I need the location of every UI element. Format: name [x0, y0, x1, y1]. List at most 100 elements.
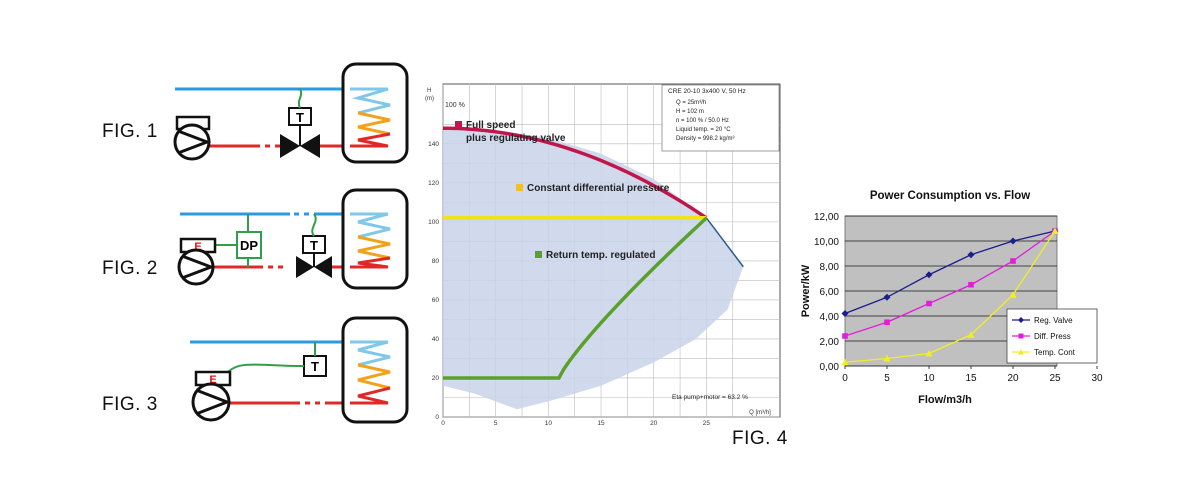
power-point	[925, 271, 933, 279]
power-chart-title: Power Consumption vs. Flow	[870, 190, 1030, 202]
power-point	[1051, 227, 1059, 234]
full-speed-curve-extension	[705, 217, 744, 268]
pump-curve-chart: 0 5 10 15 20 25 0 20 40 60 80 100 120 140 H (m) Q [m…	[425, 83, 781, 427]
power-x-axis-label: Flow/m3/h	[918, 394, 972, 406]
fig2-schematic: DP E T	[177, 188, 409, 290]
fig2-tank-icon	[341, 188, 409, 290]
power-point	[1010, 258, 1016, 264]
power-legend: Reg. Valve Diff. Press Temp. Cont	[1006, 308, 1098, 364]
power-y-tick-label: 4,00	[820, 312, 840, 323]
fig4-label: FIG. 4	[732, 428, 788, 449]
power-point	[842, 333, 848, 339]
power-point	[884, 319, 890, 326]
power-series-line	[844, 230, 1056, 337]
return-temp-label: Return temp. regulated	[546, 250, 655, 261]
power-x-tick-label: 30	[1091, 373, 1103, 384]
fig1-valve-icon: T	[280, 88, 320, 158]
power-y-tick-label: 10,00	[814, 237, 839, 248]
full-speed-marker	[455, 121, 462, 128]
full-speed-label-line2: plus regulating valve	[466, 133, 566, 144]
fig2-dp-label: DP	[240, 238, 258, 253]
fig3-tank-icon	[341, 316, 409, 424]
power-x-tick-label: 15	[965, 373, 977, 384]
pump-x-tick-label: 0	[441, 420, 445, 427]
power-x-tick-label: 25	[1049, 373, 1061, 384]
power-series	[841, 227, 1059, 366]
power-y-tick-label: 8,00	[820, 262, 840, 273]
fig3-thermostat-label: T	[311, 359, 319, 374]
pump-y-tick-label: 0	[435, 414, 439, 421]
pump-x-tick-label: 10	[545, 420, 553, 427]
power-x-tick-label: 5	[884, 373, 890, 384]
legend-label: Temp. Cont	[1034, 348, 1076, 357]
fig3-label: FIG. 3	[102, 394, 158, 415]
pump-x-axis-label: Q [m³/h]	[749, 410, 771, 416]
power-point	[967, 331, 975, 338]
fig1-schematic: T	[173, 62, 409, 164]
power-y-ticks: 0,00 2,00 4,00 6,00 8,00 10,00 12,00	[814, 212, 839, 373]
power-y-tick-label: 0,00	[820, 362, 840, 373]
pump-x-tick-label: 20	[650, 420, 658, 427]
pump-y-tick-label: 140	[428, 141, 439, 148]
pump-y-unit-m: (m)	[425, 96, 434, 102]
return-temp-curve	[443, 216, 708, 380]
pump-x-ticks: 0 5 10 15 20 25	[441, 420, 710, 427]
pump-y-tick-label: 80	[432, 258, 440, 265]
fig2-e-label: E	[194, 241, 201, 253]
fig2-pump-icon: E	[177, 237, 217, 286]
fig1-label: FIG. 1	[102, 121, 158, 142]
constant-dp-marker	[516, 184, 523, 191]
pump-info-box	[661, 84, 780, 152]
legend-label: Diff. Press	[1034, 332, 1071, 341]
pump-x-tick-label: 15	[597, 420, 605, 427]
return-temp-marker	[535, 251, 542, 258]
pump-y-tick-label: 120	[428, 180, 439, 187]
fig1-thermostat-label: T	[296, 110, 304, 125]
pump-y-tick-label: 40	[432, 336, 440, 343]
power-x-ticks: 0 5 10 15 20 25 30	[842, 366, 1103, 384]
power-point	[841, 310, 849, 317]
fig1-tank-icon	[341, 62, 409, 164]
pump-x-tick-label: 5	[494, 420, 498, 427]
power-x-tick-label: 10	[923, 373, 935, 384]
fig2-label: FIG. 2	[102, 258, 158, 279]
fig1-pump-icon	[173, 115, 212, 161]
pump-speed-label: 100 %	[445, 102, 465, 109]
power-consumption-chart: Power Consumption vs. Flow 0 5 10 15 20 25 30 …	[800, 190, 1103, 406]
pump-y-ticks: 0 20 40 60 80 100 120 140	[428, 141, 439, 421]
pump-info-line: n = 100 % / 50.0 Hz	[676, 118, 729, 124]
fig2-valve-icon: T	[296, 213, 332, 278]
pump-y-tick-label: 20	[432, 375, 440, 382]
power-y-tick-label: 2,00	[820, 337, 840, 348]
power-y-axis-label: Power/kW	[800, 264, 812, 317]
fig2-thermostat-label: T	[310, 238, 318, 253]
pump-info-line: Q = 25m³/h	[676, 100, 706, 106]
power-point	[883, 355, 891, 362]
power-point	[883, 293, 891, 301]
power-series-line	[844, 230, 1056, 315]
pump-footer-text: Eta pump+motor = 63.2 %	[672, 394, 748, 401]
power-point	[968, 281, 974, 288]
power-point	[926, 300, 932, 307]
power-point	[967, 251, 975, 259]
fig3-e-label: E	[209, 374, 216, 386]
fig3-thermostat-icon: T	[227, 342, 327, 377]
fig3-pump-icon: E	[191, 370, 232, 422]
pump-series	[442, 126, 744, 380]
power-point	[925, 350, 933, 357]
operating-area	[443, 128, 744, 410]
pump-y-tick-label: 60	[432, 297, 440, 304]
power-y-tick-label: 6,00	[820, 287, 840, 298]
fig2-dp-sensor-icon: DP	[215, 214, 262, 267]
legend-label: Reg. Valve	[1034, 316, 1073, 325]
pump-info-title: CRE 20-10 3x400 V, 50 Hz	[668, 88, 746, 95]
fig3-schematic: T E	[190, 316, 409, 424]
pump-y-tick-label: 100	[428, 219, 439, 226]
pump-info-line: Liquid temp. = 20 °C	[676, 127, 731, 133]
power-series-line	[844, 230, 1056, 363]
constant-dp-label: Constant differential pressure	[527, 183, 670, 194]
pump-x-tick-label: 25	[703, 420, 711, 427]
power-y-tick-label: 12,00	[814, 212, 839, 223]
pump-info-line: Density = 998.2 kg/m³	[676, 136, 735, 142]
